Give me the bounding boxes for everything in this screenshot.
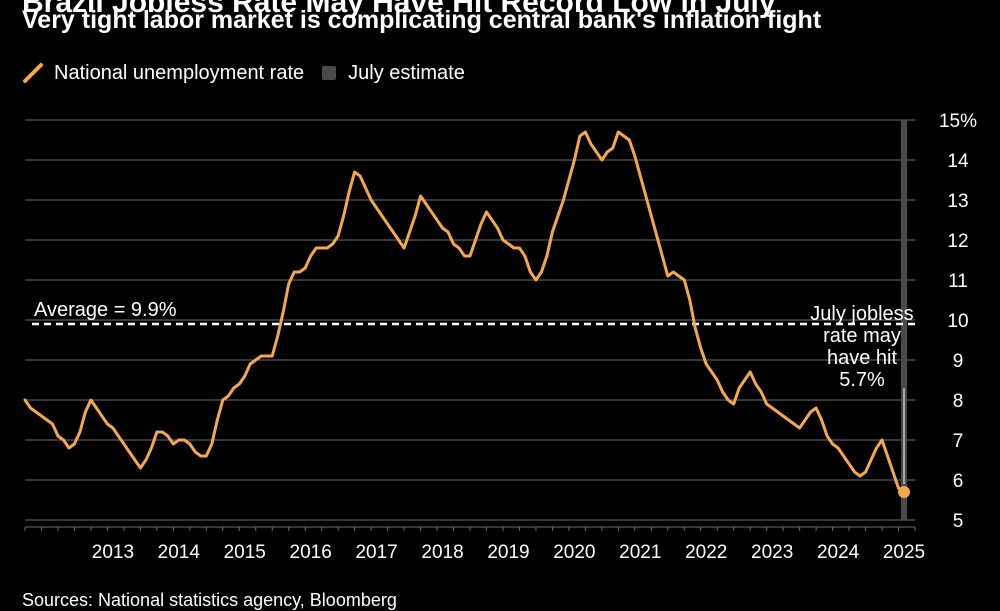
legend: National unemployment rate July estimate (22, 58, 483, 88)
annotation-text-line: July jobless (810, 303, 913, 325)
grid-layer (25, 119, 915, 521)
y-tick-label: 11 (948, 271, 968, 292)
legend-label-july-estimate: July estimate (348, 61, 465, 84)
x-tick-label: 2015 (224, 542, 266, 563)
x-tick-label: 2024 (817, 542, 860, 563)
estimate-band-layer (901, 120, 908, 520)
y-tick-label: 9 (953, 351, 964, 372)
reference-line-layer: Average = 9.9% (32, 299, 915, 326)
axis-layer: 15% 14 13 12 11 10 9 8 7 6 5 2013 2014 2015 2016 2017 20… (24, 111, 977, 563)
x-tick-label: 2020 (553, 542, 595, 563)
x-tick-label: 2021 (619, 542, 661, 563)
x-tick-label: 2018 (421, 542, 463, 563)
annotation-text-line: have hit (827, 347, 897, 369)
chart-title: Brazil Jobless Rate May Have Hit Record … (22, 0, 776, 19)
legend-item-unemployment-rate: National unemployment rate (22, 62, 304, 85)
y-tick-label: 13 (947, 191, 968, 212)
unemployment-rate-line (23, 130, 900, 490)
y-tick-label: 14 (947, 151, 969, 172)
y-tick-label: 6 (953, 471, 964, 492)
x-tick-label: 2017 (355, 542, 397, 563)
square-swatch-icon (322, 66, 337, 80)
x-tick-label: 2016 (290, 542, 332, 563)
july-estimate-point (898, 486, 911, 498)
x-tick-label: 2022 (685, 542, 727, 563)
chart-subtitle: Very tight labor market is complicating … (22, 6, 822, 34)
y-tick-label: 7 (953, 431, 964, 452)
y-tick-label: 10 (947, 311, 968, 332)
source-note: Sources: National statistics agency, Blo… (22, 590, 397, 610)
legend-label-unemployment-rate: National unemployment rate (54, 61, 305, 84)
annotation-text-line: 5.7% (839, 369, 885, 391)
x-tick-label: 2013 (92, 542, 134, 563)
line-swatch-icon (22, 62, 44, 84)
y-tick-label: 15% (939, 111, 977, 132)
x-tick-label: 2019 (487, 542, 529, 563)
y-tick-label: 12 (947, 231, 968, 252)
y-tick-label: 8 (953, 391, 964, 412)
average-label: Average = 9.9% (34, 299, 177, 321)
estimate-band (901, 120, 908, 520)
x-tick-label: 2014 (158, 542, 201, 563)
series-layer (23, 130, 911, 498)
annotation-text-line: rate may (823, 325, 901, 347)
legend-item-july-estimate: July estimate (322, 62, 465, 85)
y-tick-label: 5 (953, 511, 964, 532)
x-tick-label: 2025 (883, 542, 925, 563)
x-tick-label: 2023 (751, 542, 793, 563)
